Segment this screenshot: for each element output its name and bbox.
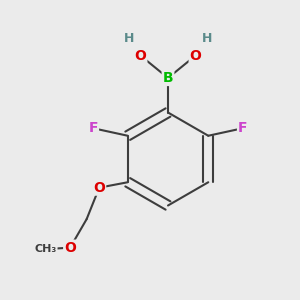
Text: H: H xyxy=(124,32,134,46)
Text: O: O xyxy=(134,49,146,62)
Text: CH₃: CH₃ xyxy=(34,244,57,254)
Text: O: O xyxy=(93,181,105,195)
Text: O: O xyxy=(64,241,76,255)
Text: O: O xyxy=(190,49,202,62)
Text: F: F xyxy=(238,121,247,135)
Text: B: B xyxy=(163,71,173,85)
Text: F: F xyxy=(88,121,98,135)
Text: H: H xyxy=(202,32,212,46)
